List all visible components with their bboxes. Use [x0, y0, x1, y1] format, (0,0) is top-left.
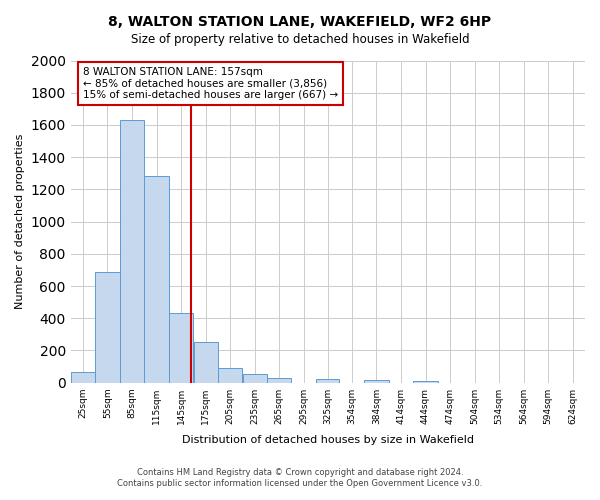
- Bar: [169, 312, 193, 382]
- Text: Contains HM Land Registry data © Crown copyright and database right 2024.
Contai: Contains HM Land Registry data © Crown c…: [118, 468, 482, 487]
- Text: 8, WALTON STATION LANE, WAKEFIELD, WF2 6HP: 8, WALTON STATION LANE, WAKEFIELD, WF2 6…: [109, 15, 491, 29]
- Bar: [413, 380, 437, 382]
- Bar: [218, 368, 242, 382]
- Text: 8 WALTON STATION LANE: 157sqm
← 85% of detached houses are smaller (3,856)
15% o: 8 WALTON STATION LANE: 157sqm ← 85% of d…: [83, 67, 338, 100]
- Bar: [194, 342, 218, 382]
- Bar: [364, 380, 389, 382]
- Bar: [71, 372, 95, 382]
- Text: Size of property relative to detached houses in Wakefield: Size of property relative to detached ho…: [131, 32, 469, 46]
- Y-axis label: Number of detached properties: Number of detached properties: [15, 134, 25, 310]
- X-axis label: Distribution of detached houses by size in Wakefield: Distribution of detached houses by size …: [182, 435, 474, 445]
- Bar: [316, 378, 340, 382]
- Bar: [95, 272, 119, 382]
- Bar: [267, 378, 291, 382]
- Bar: [120, 120, 144, 382]
- Bar: [242, 374, 267, 382]
- Bar: [145, 176, 169, 382]
